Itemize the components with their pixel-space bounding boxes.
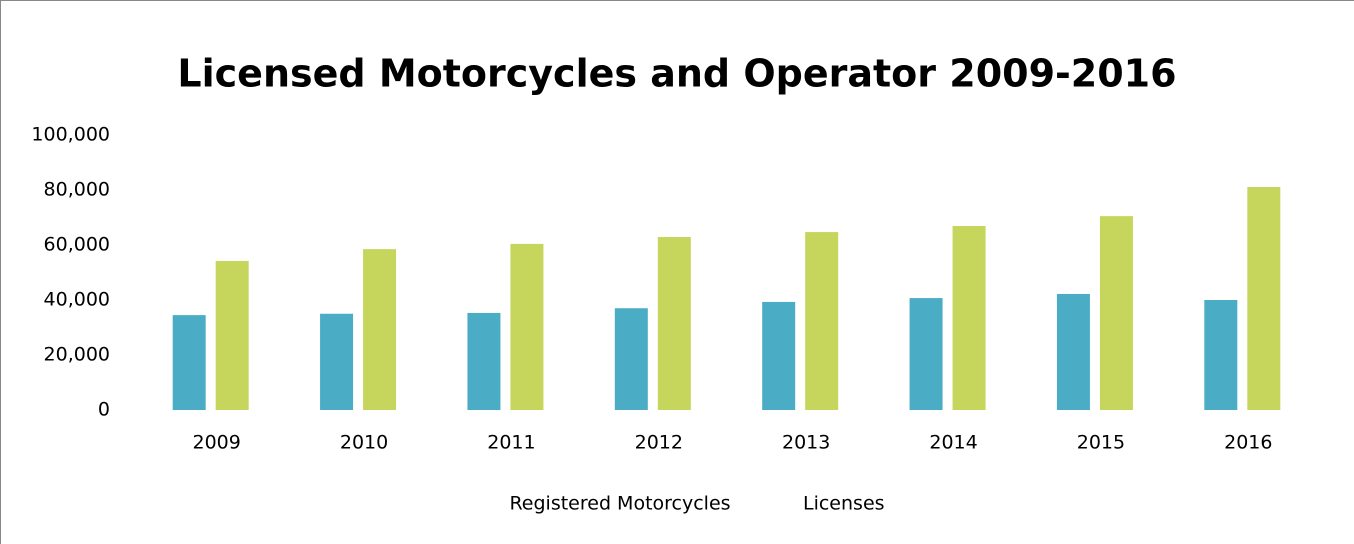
x-tick-label: 2011	[487, 432, 535, 454]
bar	[215, 260, 249, 410]
x-tick-label: 2015	[1077, 432, 1125, 454]
y-tick-label: 80,000	[44, 179, 110, 201]
bar	[952, 226, 986, 410]
bar	[805, 232, 839, 410]
x-tick-label: 2014	[929, 432, 977, 454]
bar	[1204, 300, 1238, 410]
bar	[1247, 186, 1281, 410]
bar	[614, 308, 648, 410]
chart-title: Licensed Motorcycles and Operator 2009-2…	[177, 52, 1176, 96]
bar	[320, 313, 354, 410]
y-tick-label: 40,000	[44, 289, 110, 311]
bar	[1099, 216, 1133, 410]
bar	[363, 249, 397, 410]
x-tick-label: 2009	[193, 432, 241, 454]
bar	[510, 243, 544, 410]
legend-label: Registered Motorcycles	[509, 493, 730, 515]
y-tick-label: 20,000	[44, 344, 110, 366]
y-tick-label: 100,000	[31, 124, 110, 146]
bar	[762, 301, 796, 410]
bar	[467, 312, 501, 410]
legend-label: Licenses	[803, 493, 885, 515]
bar	[909, 298, 943, 410]
bar	[1056, 293, 1090, 410]
x-tick-label: 2016	[1224, 432, 1272, 454]
x-tick-label: 2012	[635, 432, 683, 454]
bar	[657, 237, 691, 410]
y-tick-label: 0	[98, 399, 110, 421]
x-tick-label: 2010	[340, 432, 388, 454]
x-tick-label: 2013	[782, 432, 830, 454]
bar	[172, 315, 206, 410]
y-tick-label: 60,000	[44, 234, 110, 256]
